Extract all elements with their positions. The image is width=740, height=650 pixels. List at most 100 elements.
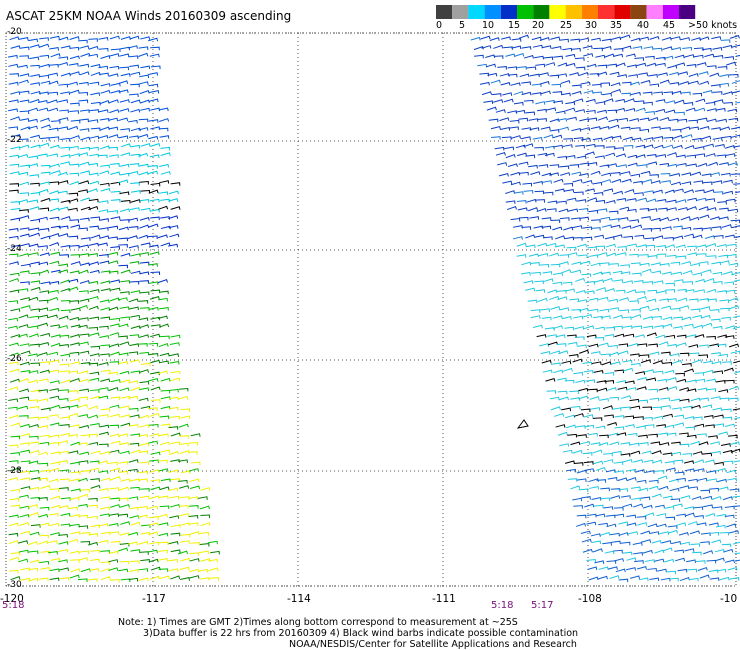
wind-barb [128,298,139,303]
wind-barb [88,280,99,285]
wind-barb [90,549,101,554]
wind-barb [620,264,630,268]
wind-barb [640,170,651,175]
wind-barb [691,37,702,41]
wind-barb [590,170,601,175]
wind-barb [645,111,655,115]
wind-barb [70,153,81,157]
wind-barb [606,523,617,528]
wind-barb [119,405,130,410]
wind-barb [581,496,591,500]
wind-barb [78,91,88,96]
wind-barb [557,118,568,122]
wind-barb [558,350,569,355]
wind-barb [69,55,80,60]
wind-barb [37,216,48,221]
wind-barb [20,263,31,268]
lat-label: -28 [7,466,22,476]
wind-barb [159,486,170,491]
wind-barb [39,560,50,565]
wind-barb [150,486,161,491]
wind-barb [100,187,111,192]
wind-barb [69,574,80,579]
wind-barb [80,540,91,545]
wind-barb [100,164,110,169]
wind-barb [158,541,169,546]
wind-barb [19,118,30,122]
wind-barb [648,479,659,484]
wind-barb [553,272,563,276]
wind-barb [735,235,740,239]
wind-barb [138,133,149,138]
wind-barb [30,90,41,95]
wind-barb [533,225,544,230]
wind-barb [98,134,109,139]
wind-barb [38,577,49,582]
wind-barb [564,288,575,293]
wind-barb [588,308,599,313]
wind-barb [607,477,618,481]
wind-barb [635,154,646,158]
wind-barb [150,333,161,338]
wind-barb [630,127,641,131]
wind-barb [139,180,149,185]
wind-barb [119,532,130,537]
wind-barb [78,557,89,561]
wind-barb [696,62,707,66]
wind-barb [98,460,109,465]
wind-barb [716,154,727,158]
wind-barb [29,232,40,237]
wind-barb [69,270,80,275]
wind-barb [711,127,721,131]
wind-barb [637,164,648,168]
wind-barb [138,46,149,50]
wind-barb [38,398,49,402]
wind-barb [98,488,109,492]
wind-barb [580,261,591,265]
wind-barb [79,350,90,355]
wind-barb [119,53,130,58]
wind-barb [539,36,550,41]
wind-barb [657,378,668,383]
wind-barb [617,477,628,482]
wind-barb [38,91,49,96]
wind-barb [647,567,657,572]
wind-barb [670,261,681,266]
wind-barb [601,45,612,50]
wind-barb [584,290,595,295]
wind-barb [655,56,666,61]
wind-barb [517,152,527,157]
wind-barb [129,163,140,167]
wind-barb [730,448,740,453]
wind-barb [69,110,79,114]
wind-barb [88,162,99,167]
wind-barb [635,371,646,375]
wind-barb [708,161,719,166]
wind-barb [10,207,21,212]
wind-barb [20,449,31,454]
wind-barb [730,350,740,355]
wind-barb [593,460,604,465]
wind-barb [592,271,603,276]
wind-barb [523,99,534,104]
wind-barb [629,253,639,258]
wind-barb [129,359,140,363]
wind-barb [593,47,603,52]
wind-barb [670,172,681,177]
wind-barb [100,561,111,565]
wind-barb [148,281,159,285]
wind-barb [110,440,121,445]
wind-barb [493,55,504,59]
wind-barb [138,127,149,131]
wind-barb [200,487,211,491]
wind-barb [582,548,593,553]
wind-barb [549,172,559,176]
wind-barb [128,226,139,230]
wind-barb [698,354,708,358]
wind-barb [583,53,594,57]
wind-barb [733,370,740,374]
wind-barb [58,99,69,103]
wind-barb [38,261,49,266]
wind-barb [569,164,580,168]
wind-barb [60,146,70,151]
